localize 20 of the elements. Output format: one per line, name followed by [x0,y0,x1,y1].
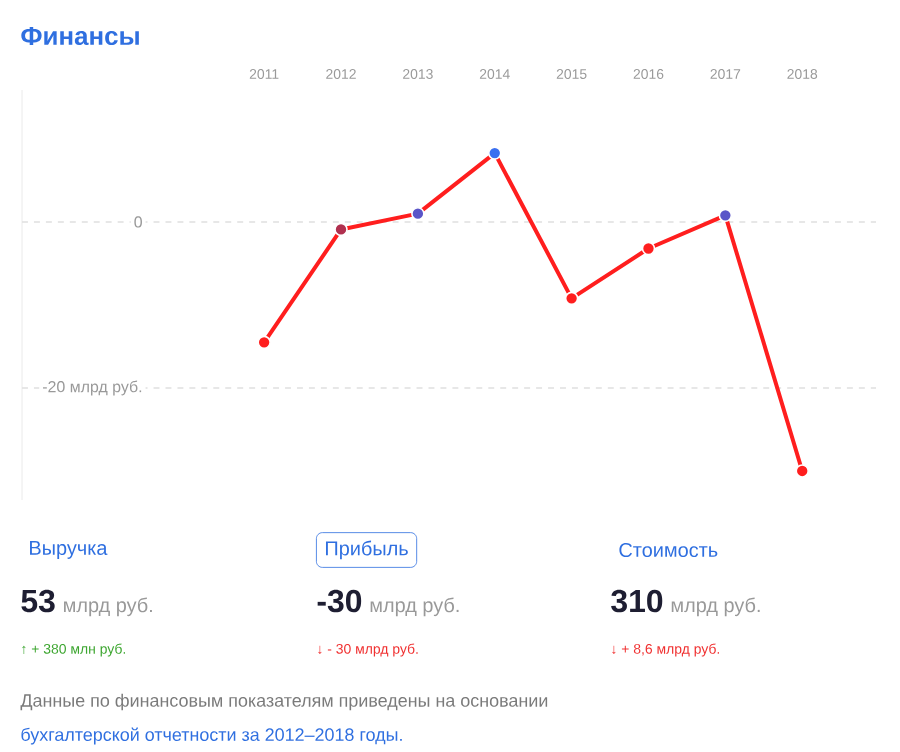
text: -30 [317,589,362,613]
point [487,146,502,160]
point [718,208,733,223]
point [641,241,656,256]
text: Прибыль [326,540,408,560]
text: бухгалтерской отчетности за 2012–2018 годы. [21,727,402,745]
text: 53 [21,589,55,613]
point [564,291,579,306]
text: Выручка [30,541,108,559]
text: Данные по финансовым показателям приведены на основании [20,693,548,711]
text: Стоимость [619,542,718,558]
point [257,335,271,350]
point [334,222,348,237]
text: млрд руб. [64,597,152,617]
text: млрд руб. [671,597,760,617]
text: млрд руб. [370,597,459,617]
point [411,206,425,221]
point [795,464,809,478]
text: 310 [611,589,663,613]
chart-title: Финансы [21,26,139,46]
